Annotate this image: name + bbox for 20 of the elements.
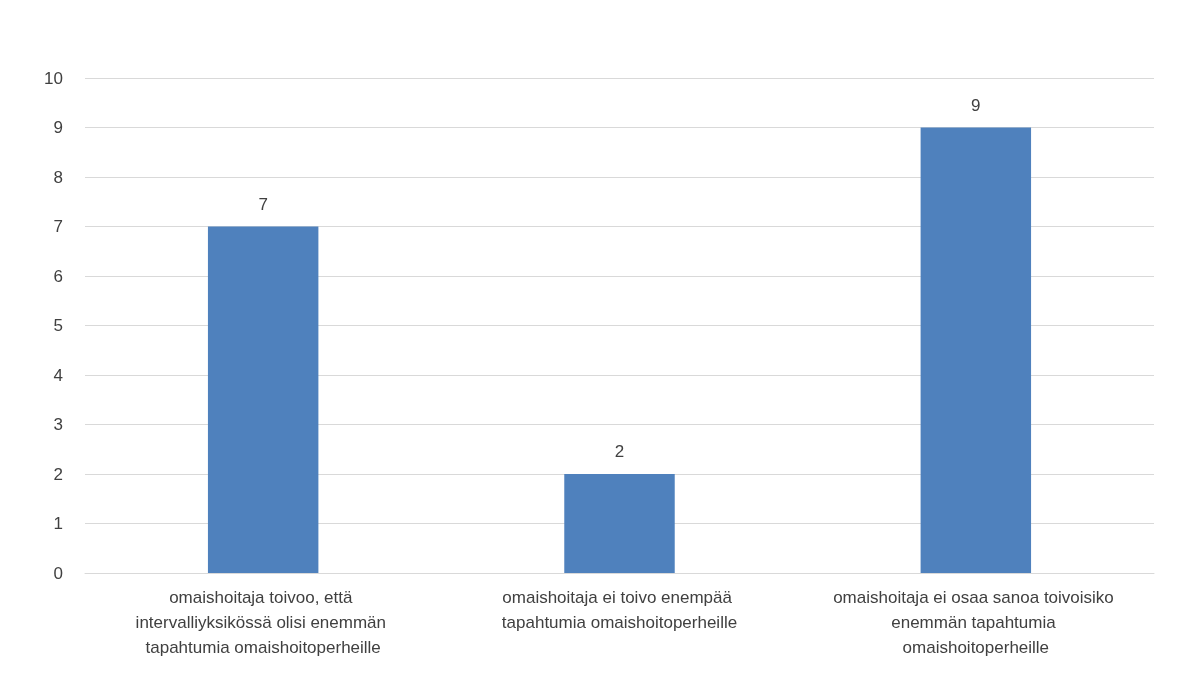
- bar: [207, 226, 319, 573]
- y-tick-label: 8: [53, 167, 63, 187]
- x-tick-label: omaishoitaja ei osaa sanoa toivoisiko enemmän tapahtumia omaishoitoperheille: [833, 588, 1119, 657]
- y-tick-label: 1: [53, 514, 63, 533]
- y-tick-label: 6: [53, 266, 63, 286]
- y-tick-label: 3: [53, 415, 63, 434]
- data-label: 9: [971, 95, 981, 115]
- data-label: 7: [258, 194, 268, 214]
- y-tick-label: 0: [53, 563, 63, 583]
- y-tick-label: 9: [53, 118, 63, 137]
- y-tick-label: 7: [53, 217, 63, 236]
- y-tick-label: 5: [53, 316, 63, 335]
- y-tick-label: 4: [53, 365, 63, 385]
- bar: [564, 474, 675, 573]
- x-tick-label: omaishoitaja ei toivo enempää tapahtumia omaishoitoperheille: [501, 588, 738, 632]
- bar: [920, 127, 1032, 573]
- y-tick-label: 2: [53, 464, 63, 484]
- y-tick-label: 10: [44, 68, 63, 88]
- data-label: 2: [614, 442, 625, 461]
- x-tick-label: omaishoitaja toivoo, että intervalliyksikössä olisi enemmän tapahtumia omaishoitoperheille: [135, 588, 391, 657]
